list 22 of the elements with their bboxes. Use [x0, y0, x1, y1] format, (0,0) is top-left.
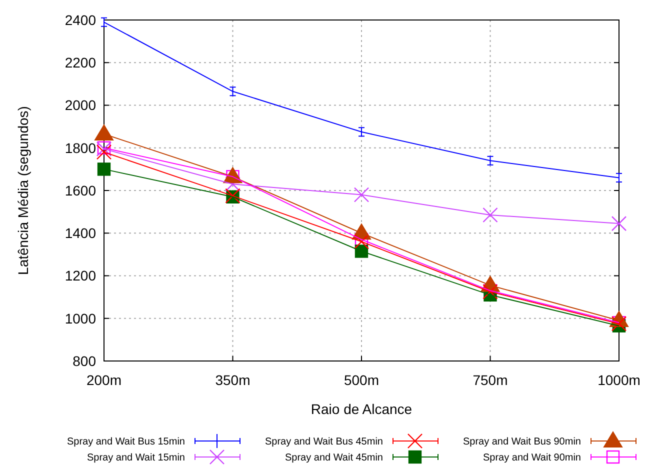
y-tick-label: 800 [72, 352, 96, 369]
y-tick-label: 2400 [64, 12, 96, 28]
legend-label: Spray and Wait 45min [284, 452, 383, 464]
y-axis-title: Latência Média (segundos) [15, 106, 31, 275]
y-tick-label: 2200 [64, 54, 96, 71]
y-tick-label: 1400 [64, 225, 96, 242]
y-tick-label: 1200 [64, 268, 96, 284]
legend-label: Spray and Wait Bus 45min [264, 436, 383, 448]
x-tick-label: 750m [472, 372, 508, 388]
legend-label: Spray and Wait 15min [86, 452, 185, 464]
x-tick-label: 1000m [598, 372, 640, 388]
y-tick-label: 1000 [64, 310, 96, 326]
y-tick-label: 1600 [64, 182, 96, 198]
x-tick-label: 350m [215, 372, 250, 388]
legend-label: Spray and Wait 90min [482, 452, 581, 464]
legend-label: Spray and Wait Bus 90min [462, 436, 581, 448]
x-axis-title: Raio de Alcance [310, 401, 412, 417]
x-tick-label: 500m [344, 372, 380, 388]
legend-label: Spray and Wait Bus 15min [66, 436, 185, 448]
y-tick-label: 1800 [64, 140, 96, 156]
x-tick-label: 200m [86, 372, 122, 388]
y-tick-label: 2000 [64, 97, 96, 114]
